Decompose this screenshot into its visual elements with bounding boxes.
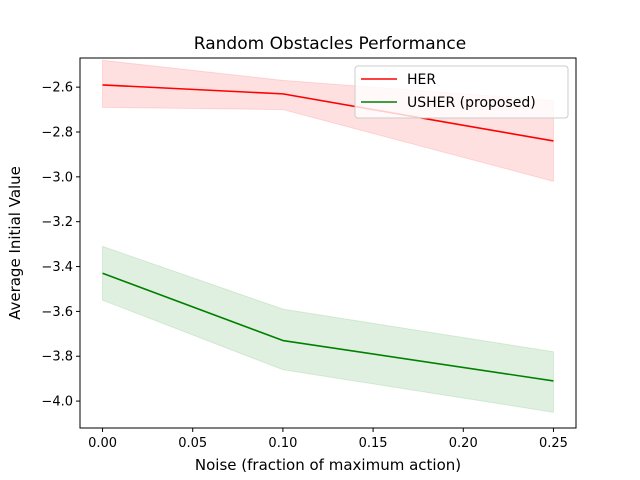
plot-frame	[79, 57, 577, 429]
y-tick-label: −2.6	[41, 81, 73, 96]
y-tick-label: −2.8	[41, 126, 73, 141]
legend: HER USHER (proposed)	[354, 65, 569, 119]
legend-box	[354, 65, 569, 119]
series-1-band	[102, 245, 554, 413]
y-tick-label: −3.2	[41, 215, 73, 230]
y-tick-label: −4.0	[41, 395, 73, 410]
x-axis-label: Noise (fraction of maximum action)	[195, 456, 461, 474]
x-tick-label: 0.15	[359, 436, 388, 451]
y-axis-ticks: −4.0 −3.8 −3.6 −3.4 −3.2 −3.0 −2.8 −2.6	[41, 81, 80, 410]
x-tick-label: 0.20	[449, 436, 478, 451]
x-tick-label: 0.10	[268, 436, 297, 451]
legend-label-1: USHER (proposed)	[407, 95, 536, 111]
y-tick-label: −3.4	[41, 260, 73, 275]
legend-entries: HER USHER (proposed)	[361, 72, 536, 111]
x-tick-label: 0.00	[88, 436, 117, 451]
x-tick-label: 0.25	[539, 436, 568, 451]
legend-label-0: HER	[407, 72, 436, 88]
y-axis-label: Average Initial Value	[6, 166, 24, 320]
y-tick-label: −3.6	[41, 305, 73, 320]
x-tick-label: 0.05	[178, 436, 207, 451]
series-lines	[102, 84, 554, 382]
x-axis-ticks: 0.00 0.05 0.10 0.15 0.20 0.25	[88, 428, 568, 451]
y-tick-label: −3.0	[41, 170, 73, 185]
chart-title: Random Obstacles Performance	[194, 34, 466, 54]
y-tick-label: −3.8	[41, 350, 73, 365]
